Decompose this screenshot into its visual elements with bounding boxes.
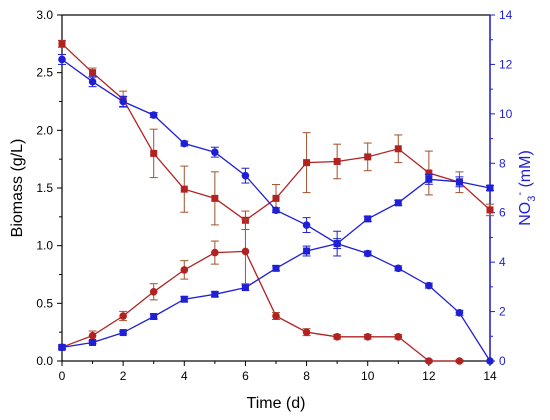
y-axis-right-label: NO3- (mM) xyxy=(514,150,538,226)
x-axis: 0 2 4 6 8 10 12 14 xyxy=(59,361,497,383)
data-point-circle xyxy=(455,309,464,317)
data-point-square xyxy=(150,149,158,157)
data-point-square xyxy=(58,343,66,351)
data-point-circle xyxy=(394,332,403,341)
data-point-square xyxy=(58,40,66,48)
x-tick-label: 4 xyxy=(181,369,188,383)
data-point-square xyxy=(425,175,433,183)
y-left-tick-label: 1.0 xyxy=(36,239,53,253)
data-point-square xyxy=(89,338,97,346)
y-left-tick-label: 3.0 xyxy=(36,8,53,22)
y-left-tick-label: 2.5 xyxy=(36,66,53,80)
y-right-tick-label: 12 xyxy=(499,57,513,71)
data-point-square xyxy=(89,69,97,77)
data-point-square xyxy=(150,313,158,321)
x-tick-label: 6 xyxy=(242,369,249,383)
data-point-square xyxy=(486,184,494,192)
x-tick-label: 0 xyxy=(59,369,66,383)
data-point-circle xyxy=(149,111,158,119)
x-tick-label: 8 xyxy=(303,369,310,383)
data-point-circle xyxy=(333,332,341,341)
data-point-circle xyxy=(119,97,127,106)
data-point-square xyxy=(119,329,127,337)
data-point-circle xyxy=(211,248,219,257)
series-3 xyxy=(58,173,494,351)
data-point-circle xyxy=(272,206,280,215)
data-point-circle xyxy=(149,288,158,296)
data-point-square xyxy=(211,290,219,298)
data-point-square xyxy=(425,169,433,177)
data-point-square xyxy=(180,295,188,303)
data-point-circle xyxy=(119,312,127,320)
data-point-circle xyxy=(211,148,219,156)
data-point-circle xyxy=(486,357,494,365)
data-point-circle xyxy=(88,331,97,340)
data-point-circle xyxy=(363,249,372,258)
x-tick-label: 12 xyxy=(422,369,436,383)
data-point-square xyxy=(364,153,372,161)
data-point-square xyxy=(364,215,372,223)
data-point-circle xyxy=(272,312,280,320)
y-right-tick-label: 4 xyxy=(499,255,506,269)
y-right-tick-label: 14 xyxy=(499,8,513,22)
y-left-tick-label: 0.5 xyxy=(36,296,53,310)
data-point-circle xyxy=(425,357,433,365)
y-axis-left-label: Biomass (g/L) xyxy=(9,139,26,238)
data-point-square xyxy=(455,178,463,186)
data-point-square xyxy=(394,145,402,153)
data-point-circle xyxy=(455,357,464,365)
data-point-square xyxy=(211,194,219,202)
data-point-circle xyxy=(58,55,66,64)
data-point-circle xyxy=(302,328,311,336)
x-axis-label: Time (d) xyxy=(247,395,306,412)
y-right-tick-label: 2 xyxy=(499,305,506,319)
data-point-circle xyxy=(88,77,97,86)
y-right-tick-label: 8 xyxy=(499,156,506,170)
data-point-square xyxy=(272,194,280,202)
data-point-circle xyxy=(241,171,250,180)
data-point-square xyxy=(333,240,341,248)
y-axis-right-label-suffix: (mM) xyxy=(517,150,534,192)
y-axis-right-label-sub: 3 xyxy=(526,196,538,202)
data-point-circle xyxy=(302,221,311,229)
data-point-circle xyxy=(363,332,372,341)
y-right-tick-label: 6 xyxy=(499,206,506,220)
y-axis-right-label-prefix: NO xyxy=(517,202,534,226)
x-tick-label: 14 xyxy=(483,369,497,383)
y-left-tick-label: 2.0 xyxy=(36,123,53,137)
x-tick-label: 10 xyxy=(361,369,375,383)
data-point-square xyxy=(241,284,249,292)
data-point-square xyxy=(180,185,188,193)
y-left-tick-label: 0.0 xyxy=(36,354,53,368)
data-point-square xyxy=(394,199,402,207)
x-tick-label: 2 xyxy=(120,369,127,383)
series-1-line xyxy=(61,250,460,362)
data-point-square xyxy=(333,157,341,165)
data-point-circle xyxy=(394,264,403,273)
data-point-circle xyxy=(180,139,189,148)
y-axis-left: 0.0 0.5 1.0 1.5 2.0 2.5 3.0 xyxy=(36,8,62,368)
series-0 xyxy=(58,39,494,231)
data-point-square xyxy=(303,159,311,167)
data-point-square xyxy=(303,247,311,255)
series-layer xyxy=(58,39,494,365)
y-axis-right-label-sup: - xyxy=(514,192,526,196)
data-point-square xyxy=(486,206,494,214)
y-right-tick-label: 10 xyxy=(499,107,513,121)
data-point-circle xyxy=(180,266,189,274)
series-2 xyxy=(58,54,494,365)
data-point-square xyxy=(272,264,280,272)
data-point-circle xyxy=(241,247,250,256)
y-left-tick-label: 1.5 xyxy=(36,181,53,195)
series-1 xyxy=(58,218,464,365)
data-point-circle xyxy=(425,281,433,290)
y-right-tick-label: 0 xyxy=(499,354,506,368)
